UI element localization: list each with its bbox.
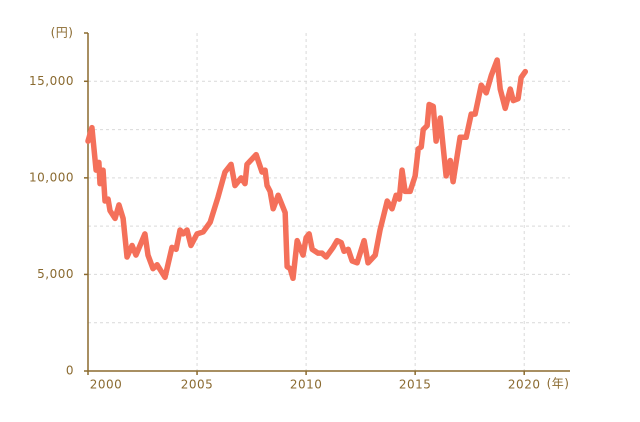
y-tick-label: 10,000 <box>29 170 74 184</box>
x-tick-label: 2015 <box>399 378 432 392</box>
x-tick-label: 2020 <box>508 378 541 392</box>
y-tick-label: 15,000 <box>29 74 74 88</box>
y-tick-label: 0 <box>66 364 74 378</box>
y-tick-label: 5,000 <box>37 267 74 281</box>
x-unit: (年) <box>547 377 570 391</box>
line <box>85 57 529 282</box>
y-unit: (円) <box>51 26 74 40</box>
x-tick-label: 2000 <box>90 378 123 392</box>
x-tick-label: 2005 <box>181 378 214 392</box>
x-tick-label: 2010 <box>290 378 323 392</box>
